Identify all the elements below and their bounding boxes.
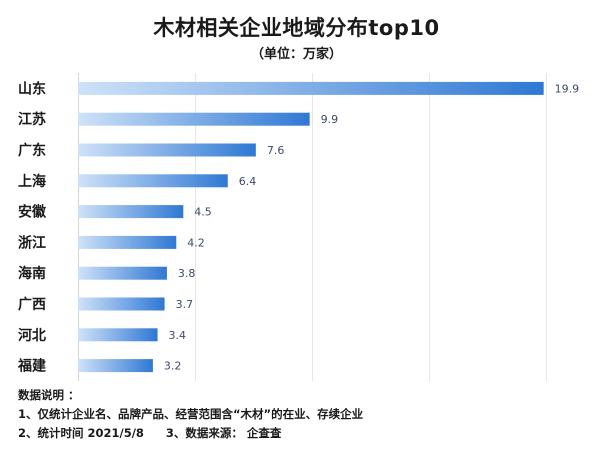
value-label: 4.5 xyxy=(194,206,212,219)
value-label: 3.2 xyxy=(164,360,182,373)
chart-subtitle: （单位：万家） xyxy=(250,47,342,62)
category-label: 福建 xyxy=(17,358,46,375)
category-label: 山东 xyxy=(18,80,46,97)
notes-stat-time: 2、统计时间 2021/5/8 xyxy=(18,426,144,440)
notes-heading: 数据说明 ： xyxy=(18,388,80,402)
value-label: 3.8 xyxy=(178,267,196,280)
category-label: 广东 xyxy=(18,142,46,159)
bar xyxy=(78,143,256,157)
notes-line-2: 2、统计时间 2021/5/8 3、数据来源： 企查查 xyxy=(18,424,363,443)
bar xyxy=(78,81,544,95)
category-label: 广西 xyxy=(18,296,46,313)
value-label: 3.4 xyxy=(169,329,187,342)
bar xyxy=(78,328,158,342)
bar xyxy=(78,359,153,373)
value-label: 19.9 xyxy=(555,82,580,95)
bar xyxy=(78,112,310,126)
category-label: 浙江 xyxy=(18,234,46,251)
category-label: 江苏 xyxy=(18,111,46,128)
chart-title: 木材相关企业地域分布top10 xyxy=(153,16,440,40)
notes-line-1: 1、仅统计企业名、品牌产品、经营范围含“木材”的在业、存续企业 xyxy=(18,407,364,421)
value-label: 3.7 xyxy=(176,298,194,311)
value-label: 9.9 xyxy=(321,113,339,126)
value-label: 7.6 xyxy=(267,144,285,157)
bar xyxy=(78,235,177,249)
bar xyxy=(78,297,165,311)
bar xyxy=(78,205,184,219)
bars: 山东 19.9 江苏 9.9 广东 7.6 上海 6.4 安徽 4.5 浙江 4.2 海南 3.8 广西 3.… xyxy=(17,80,579,374)
notes-data-source: 3、数据来源： 企查查 xyxy=(165,426,282,440)
bar xyxy=(78,266,167,280)
data-notes: 数据说明 ： 1、仅统计企业名、品牌产品、经营范围含“木材”的在业、存续企业 2… xyxy=(18,386,363,443)
value-label: 4.2 xyxy=(187,236,205,249)
value-label: 6.4 xyxy=(239,175,257,188)
category-label: 上海 xyxy=(18,173,46,190)
category-label: 安徽 xyxy=(18,204,47,221)
category-label: 海南 xyxy=(18,265,46,282)
bar-chart: 山东 19.9 江苏 9.9 广东 7.6 上海 6.4 安徽 4.5 浙江 4.2 海南 3.8 广西 3.… xyxy=(17,73,579,381)
bar xyxy=(78,174,228,188)
category-label: 河北 xyxy=(18,327,46,344)
